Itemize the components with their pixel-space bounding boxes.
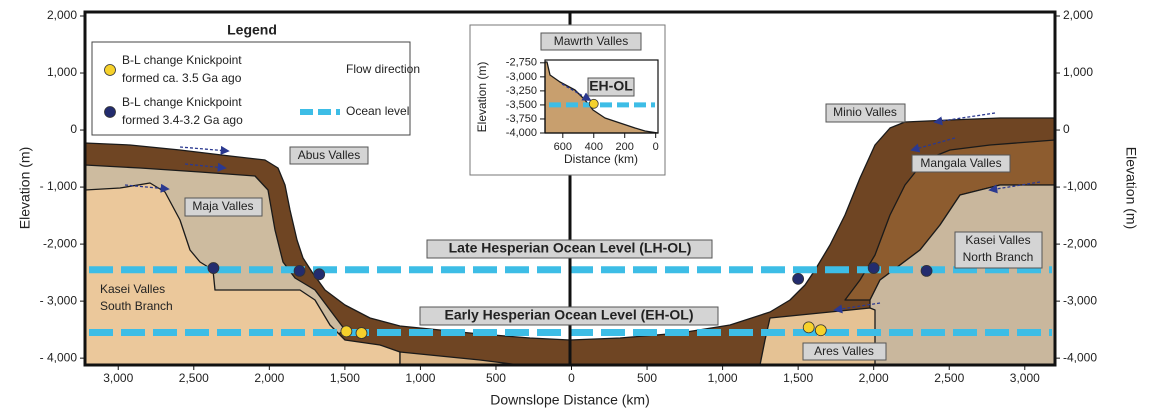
valley-label: Mangala Valles (920, 156, 1001, 170)
x-axis-label: Downslope Distance (km) (490, 392, 650, 408)
y2-tick-label: 2,000 (1063, 8, 1093, 22)
valley-label: Ares Valles (814, 344, 874, 358)
y2-axis-label: Elevation (m) (1123, 147, 1139, 229)
legend-title: Legend (227, 22, 277, 38)
legend: Legend B-L change Knickpoint formed ca. 3… (91, 22, 420, 136)
x-tick-label: 1,000 (405, 371, 435, 385)
flow-arrow (933, 112, 996, 126)
x-tick-label: 2,500 (179, 371, 209, 385)
x-tick-label: 1,000 (708, 371, 738, 385)
ocean-level-label: Early Hesperian Ocean Level (EH-OL) (445, 307, 694, 323)
valley-label: Abus Valles (298, 148, 360, 162)
knickpoint (207, 262, 220, 274)
ocean-level-label: Late Hesperian Ocean Level (LH-OL) (449, 240, 692, 256)
legend-label: B-L change Knickpoint formed ca. 3.5 Ga a… (122, 53, 242, 85)
y-tick-label: 2,000 (47, 8, 77, 22)
y-tick-label: - 3,000 (40, 293, 78, 307)
flow-arrow (988, 181, 1041, 194)
y2-tick-label: -1,000 (1063, 179, 1097, 193)
y-axis-label: Elevation (m) (17, 147, 33, 229)
x-tick-label: 2,000 (859, 371, 889, 385)
y-tick-label: - 1,000 (40, 179, 78, 193)
flow-arrow (561, 83, 592, 101)
x-tick-label: 1,500 (330, 371, 360, 385)
y-tick-label: - 4,000 (40, 350, 78, 364)
knickpoint (313, 268, 326, 281)
inset-frame (544, 59, 659, 134)
inset: Mawrth Valles EH-OL Elevation (m) Distan… (469, 24, 666, 176)
y-tick-label: 1,000 (47, 65, 77, 79)
y-tick-label: 0 (70, 122, 77, 136)
x-tick-label: 0 (653, 141, 659, 153)
legend-marker (104, 106, 116, 118)
knickpoint (293, 265, 306, 277)
flow-arrow (184, 162, 227, 172)
flow-arrow (910, 137, 956, 153)
flow-arrow (124, 183, 170, 193)
x-tick-label: 3,000 (1010, 371, 1040, 385)
annotations: Abus Valles Maja Valles Kasei Valles Sout… (17, 103, 1139, 408)
y-tick-label: -4,000 (506, 127, 537, 139)
y2-tick-label: -2,000 (1063, 236, 1097, 250)
inset-x-axis-label: Distance (km) (564, 152, 638, 166)
x-tick-label: 400 (585, 141, 603, 153)
legend-label: B-L change Knickpoint formed 3.4-3.2 Ga a… (122, 95, 243, 127)
x-tick-label: 2,500 (934, 371, 964, 385)
y-tick-label: -2,750 (506, 57, 537, 69)
knickpoint (867, 262, 880, 274)
y-tick-label: -3,500 (506, 99, 537, 111)
inset-title: Mawrth Valles (554, 34, 628, 48)
flow-arrow (833, 302, 881, 314)
legend-label: Ocean level (346, 104, 409, 118)
y2-tick-label: 0 (1063, 122, 1070, 136)
knickpoint (355, 327, 368, 339)
x-tick-label: 0 (568, 371, 575, 385)
y-tick-label: -3,000 (506, 71, 537, 83)
knickpoint (588, 98, 599, 109)
x-tick-label: 1,500 (783, 371, 813, 385)
valley-label: Kasei Valles North Branch (963, 233, 1034, 264)
x-tick-label: 2,000 (254, 371, 284, 385)
y2-tick-label: 1,000 (1063, 65, 1093, 79)
legend-label: Flow direction (346, 62, 420, 76)
flow-arrow (179, 145, 230, 155)
inset-layer: -2,750 -3,000 -3,250 -3,500 -3,750 -4,000 600 4… (506, 57, 659, 153)
y-tick-label: -3,250 (506, 85, 537, 97)
x-tick-label: 600 (554, 141, 572, 153)
legend-marker (104, 64, 116, 76)
knickpoint (814, 324, 827, 337)
x-tick-label: 3,000 (103, 371, 133, 385)
inset-y-axis-label: Elevation (m) (475, 62, 489, 133)
knickpoint (340, 325, 353, 338)
y-tick-label: -3,750 (506, 113, 537, 125)
valley-label: Kasei Valles South Branch (100, 282, 173, 313)
y2-tick-label: -3,000 (1063, 293, 1097, 307)
inset-annotation: EH-OL (589, 78, 633, 94)
knickpoint (802, 321, 815, 334)
valley-label: Maja Valles (192, 199, 253, 213)
x-tick-label: 500 (637, 371, 657, 385)
x-tick-label: 500 (486, 371, 506, 385)
y-tick-label: -2,000 (43, 236, 77, 250)
valley-label: Minio Valles (833, 105, 897, 119)
y2-tick-label: -4,000 (1063, 350, 1097, 364)
x-tick-label: 200 (616, 141, 634, 153)
knickpoint (792, 272, 805, 285)
knickpoint (920, 265, 933, 277)
